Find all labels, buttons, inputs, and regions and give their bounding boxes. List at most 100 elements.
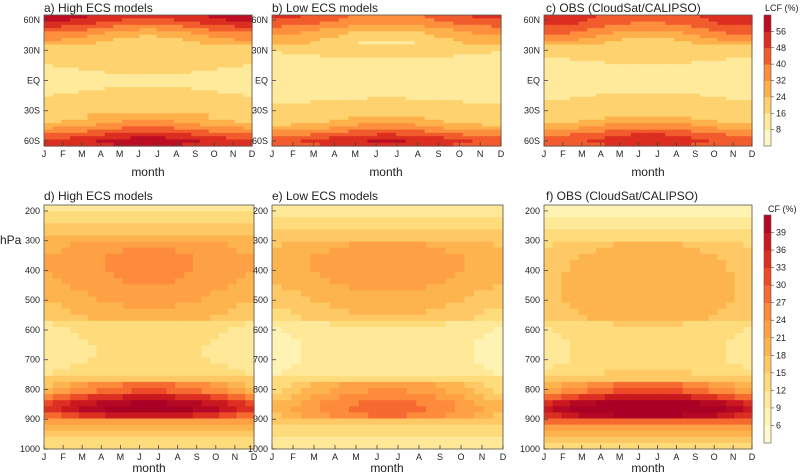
heat-cell <box>182 21 192 26</box>
heat-cell <box>481 21 493 26</box>
heat-cell <box>217 57 227 62</box>
heat-cell <box>472 113 483 118</box>
heat-cell <box>234 28 244 32</box>
heat-cell <box>105 259 115 267</box>
heat-cell <box>368 211 379 218</box>
heat-cell <box>622 116 632 121</box>
heat-cell <box>157 424 168 432</box>
heat-cell <box>61 31 71 36</box>
heat-cell <box>201 308 211 316</box>
heat-cell <box>200 123 210 127</box>
heat-cell <box>227 430 238 438</box>
heat-cell <box>604 83 614 88</box>
heat-cell <box>406 388 417 395</box>
heat-cell <box>310 106 321 111</box>
heat-cell <box>182 24 192 29</box>
heat-cell <box>70 15 80 19</box>
heat-cell <box>281 87 292 91</box>
heat-cell <box>416 217 427 224</box>
heat-cell <box>139 100 149 105</box>
heat-cell <box>578 67 588 72</box>
heat-cell <box>329 272 340 279</box>
heat-cell <box>272 406 283 413</box>
heat-cell <box>454 406 466 413</box>
heat-cell <box>243 142 253 147</box>
heat-cell <box>44 235 54 243</box>
heat-cell <box>70 266 80 273</box>
heat-cell <box>682 51 692 55</box>
heat-cell <box>61 412 71 420</box>
heat-cell <box>175 253 185 261</box>
heat-cell <box>201 406 211 413</box>
heat-cell <box>272 302 283 310</box>
heat-cell <box>157 223 168 230</box>
heat-cell <box>217 123 227 127</box>
heat-cell <box>691 129 701 134</box>
heat-cell <box>310 253 321 261</box>
heat-cell <box>349 253 360 261</box>
heat-cell <box>329 400 340 407</box>
heat-cell <box>165 116 175 121</box>
heat-cell <box>310 375 321 383</box>
heat-cell <box>481 103 493 108</box>
x-tick-label: N <box>232 452 239 462</box>
heat-cell <box>406 357 417 365</box>
heat-cell <box>613 77 623 82</box>
heat-cell <box>544 64 554 69</box>
heat-cell <box>208 70 218 75</box>
heat-cell <box>210 247 220 255</box>
heat-cell <box>191 113 201 118</box>
heat-cell <box>234 116 244 121</box>
heat-cell <box>329 87 340 91</box>
heat-cell <box>234 64 244 69</box>
heat-cell <box>700 116 710 121</box>
heat-cell <box>105 296 115 304</box>
heat-cell <box>474 253 485 261</box>
heat-cell <box>552 15 562 19</box>
heat-cell <box>416 284 427 291</box>
heat-cell <box>184 217 194 224</box>
heat-cell <box>174 60 184 65</box>
heat-cell <box>140 229 150 237</box>
heat-cell <box>329 229 340 237</box>
heat-cell <box>386 119 397 124</box>
heat-cell <box>435 430 446 438</box>
heat-cell <box>639 129 649 134</box>
heat-cell <box>174 109 184 114</box>
heat-cell <box>339 394 350 401</box>
heat-cell <box>396 83 407 88</box>
heat-cell <box>79 412 89 420</box>
heat-cell <box>281 18 292 23</box>
heat-cell <box>434 136 445 141</box>
heat-cell <box>122 96 132 101</box>
heat-cell <box>105 211 115 218</box>
heat-cell <box>386 132 397 137</box>
heat-cell <box>443 51 454 55</box>
heat-cell <box>192 284 203 291</box>
heat-cell <box>726 18 736 23</box>
heat-cell <box>52 51 62 55</box>
heat-cell <box>396 123 407 127</box>
heat-cell <box>453 106 464 111</box>
heat-cell <box>149 357 159 365</box>
heat-cell <box>174 21 184 26</box>
heat-cell <box>320 235 331 243</box>
heat-cell <box>387 266 398 273</box>
heat-cell <box>272 345 283 352</box>
heat-cell <box>234 77 244 82</box>
heat-cell <box>604 54 614 59</box>
heat-cell <box>656 41 666 46</box>
heat-cell <box>236 278 246 285</box>
heat-cell <box>613 136 623 141</box>
heat-cell <box>192 375 203 383</box>
heat-cell <box>149 363 159 371</box>
heat-cell <box>291 363 302 371</box>
heat-cell <box>630 57 640 62</box>
heat-cell <box>613 96 623 101</box>
x-tick-label: D <box>251 452 258 462</box>
heat-cell <box>140 278 150 285</box>
heat-cell <box>78 80 88 85</box>
heat-cell <box>320 388 331 395</box>
heat-cell <box>717 28 727 32</box>
heat-cell <box>281 375 292 383</box>
